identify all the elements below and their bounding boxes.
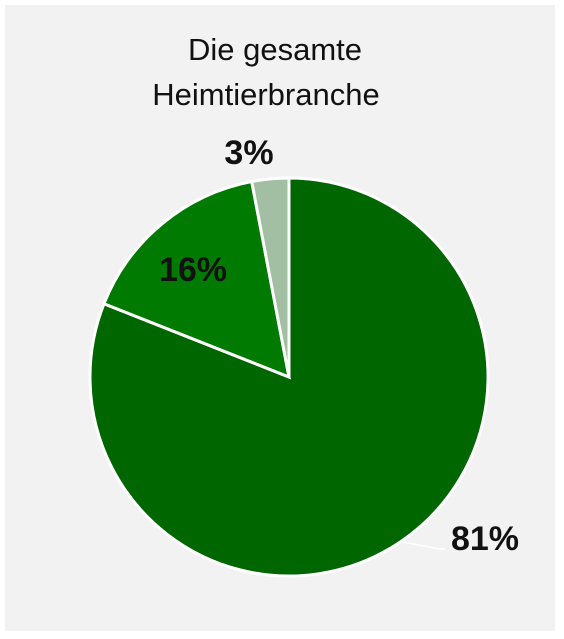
leader-line	[400, 540, 445, 550]
pie-slice	[249, 176, 291, 378]
data-label: 81%	[451, 520, 519, 558]
chart-title-line: Heimtierbranche	[152, 77, 379, 112]
data-label: 3%	[224, 134, 273, 172]
data-label: 16%	[159, 251, 227, 289]
pie-slice	[102, 179, 291, 380]
chart-title-line: Die gesamte	[188, 32, 362, 67]
